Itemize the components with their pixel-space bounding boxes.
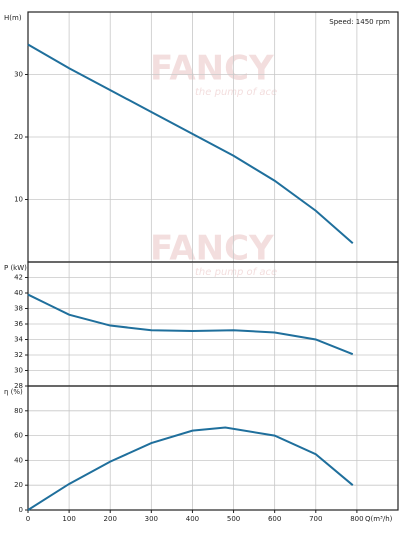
y-tick-label: 38 <box>14 305 23 313</box>
x-tick-label: 0 <box>26 515 30 523</box>
y-tick-label: 40 <box>14 289 23 297</box>
curve <box>27 426 354 511</box>
y-tick-label: 34 <box>14 336 23 344</box>
y-tick-label: 32 <box>14 351 23 359</box>
y-tick-label: 30 <box>14 367 23 375</box>
y-tick-label: 28 <box>14 382 23 390</box>
y-axis-label: H(m) <box>4 14 22 22</box>
y-tick-label: 30 <box>14 71 23 79</box>
x-tick-label: 500 <box>227 515 240 523</box>
y-tick-label: 10 <box>14 196 23 204</box>
y-axis-label: η (%) <box>4 388 23 396</box>
y-tick-label: 20 <box>14 481 23 489</box>
y-tick-label: 0 <box>19 506 23 514</box>
curve <box>27 43 354 245</box>
x-tick-label: 700 <box>309 515 322 523</box>
y-axis-label: P (kW) <box>4 264 27 272</box>
x-tick-label: 200 <box>104 515 117 523</box>
watermark: FANCY <box>150 49 274 89</box>
x-tick-label: 800 <box>350 515 363 523</box>
x-tick-label: 100 <box>62 515 75 523</box>
x-axis-label: Q(m³/h) <box>365 515 393 523</box>
plot-frame <box>27 385 399 511</box>
y-tick-label: 80 <box>14 407 23 415</box>
x-tick-label: 300 <box>145 515 158 523</box>
y-tick-label: 60 <box>14 432 23 440</box>
y-tick-label: 20 <box>14 133 23 141</box>
x-tick-label: 600 <box>268 515 281 523</box>
curve <box>27 293 354 356</box>
watermark-tagline: the pump of ace <box>195 267 277 278</box>
watermark-tagline: the pump of ace <box>195 87 277 98</box>
annotation: Speed: 1450 rpm <box>329 18 390 26</box>
y-tick-label: 40 <box>14 456 23 464</box>
x-tick-label: 400 <box>186 515 199 523</box>
y-tick-label: 36 <box>14 320 23 328</box>
y-tick-label: 42 <box>14 274 23 282</box>
